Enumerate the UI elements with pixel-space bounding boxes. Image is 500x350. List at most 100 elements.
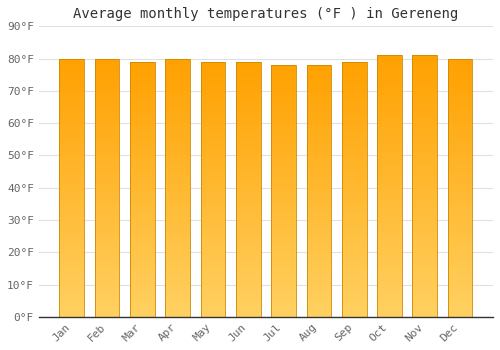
Bar (200, 259, 226, 262)
Bar (306, 235, 331, 238)
Bar (166, 184, 190, 188)
Bar (166, 123, 190, 126)
Bar (60, 310, 84, 314)
Bar (200, 275, 226, 279)
Bar (236, 170, 260, 173)
Bar (342, 275, 366, 279)
Bar (166, 100, 190, 104)
Bar (94, 256, 120, 259)
Bar (377, 255, 402, 258)
Bar (236, 132, 260, 135)
Bar (342, 91, 366, 94)
Bar (306, 65, 331, 68)
Bar (236, 81, 260, 84)
Bar (448, 291, 472, 294)
Bar (200, 81, 226, 84)
Bar (342, 164, 366, 167)
Bar (60, 159, 84, 162)
Bar (94, 172, 120, 175)
Bar (166, 165, 190, 168)
Bar (60, 110, 84, 113)
Bar (271, 282, 296, 285)
Bar (342, 173, 366, 176)
Bar (200, 103, 226, 106)
Bar (60, 226, 84, 230)
Bar (236, 250, 260, 253)
Bar (377, 189, 402, 193)
Bar (166, 88, 190, 91)
Bar (166, 256, 190, 259)
Bar (271, 266, 296, 270)
Bar (271, 191, 296, 194)
Bar (377, 261, 402, 265)
Bar (200, 272, 226, 275)
Bar (412, 294, 437, 297)
Bar (130, 253, 155, 256)
Bar (94, 278, 120, 281)
Bar (342, 272, 366, 275)
Bar (60, 252, 84, 256)
Bar (236, 221, 260, 224)
Bar (236, 282, 260, 285)
Bar (412, 202, 437, 206)
Bar (271, 175, 296, 178)
Bar (377, 72, 402, 75)
Bar (306, 181, 331, 184)
Bar (60, 188, 84, 191)
Bar (236, 145, 260, 148)
Bar (377, 58, 402, 62)
Bar (412, 248, 437, 251)
Bar (448, 259, 472, 262)
Bar (412, 274, 437, 278)
Bar (448, 204, 472, 207)
Bar (448, 88, 472, 91)
Bar (60, 123, 84, 126)
Bar (60, 246, 84, 249)
Bar (342, 138, 366, 141)
Bar (377, 170, 402, 173)
Bar (130, 304, 155, 307)
Bar (306, 254, 331, 257)
Bar (166, 58, 190, 62)
Bar (60, 191, 84, 194)
Bar (342, 307, 366, 310)
Bar (200, 78, 226, 81)
Bar (200, 71, 226, 75)
Bar (448, 94, 472, 97)
Bar (271, 128, 296, 131)
Bar (342, 231, 366, 234)
Bar (166, 181, 190, 184)
Bar (200, 193, 226, 196)
Bar (306, 301, 331, 304)
Bar (448, 191, 472, 194)
Bar (166, 230, 190, 233)
Bar (306, 65, 331, 317)
Bar (166, 262, 190, 265)
Bar (306, 147, 331, 150)
Bar (342, 81, 366, 84)
Bar (271, 138, 296, 141)
Bar (306, 100, 331, 103)
Bar (377, 310, 402, 314)
Bar (271, 251, 296, 254)
Bar (412, 173, 437, 176)
Bar (166, 155, 190, 159)
Bar (166, 246, 190, 249)
Bar (271, 125, 296, 128)
Bar (342, 189, 366, 193)
Bar (412, 310, 437, 314)
Bar (60, 230, 84, 233)
Bar (448, 58, 472, 62)
Bar (60, 249, 84, 252)
Bar (377, 114, 402, 118)
Bar (342, 262, 366, 266)
Bar (412, 68, 437, 72)
Bar (271, 203, 296, 206)
Bar (166, 298, 190, 301)
Bar (236, 164, 260, 167)
Bar (200, 62, 226, 65)
Bar (306, 203, 331, 206)
Bar (200, 208, 226, 212)
Bar (448, 100, 472, 104)
Bar (412, 58, 437, 62)
